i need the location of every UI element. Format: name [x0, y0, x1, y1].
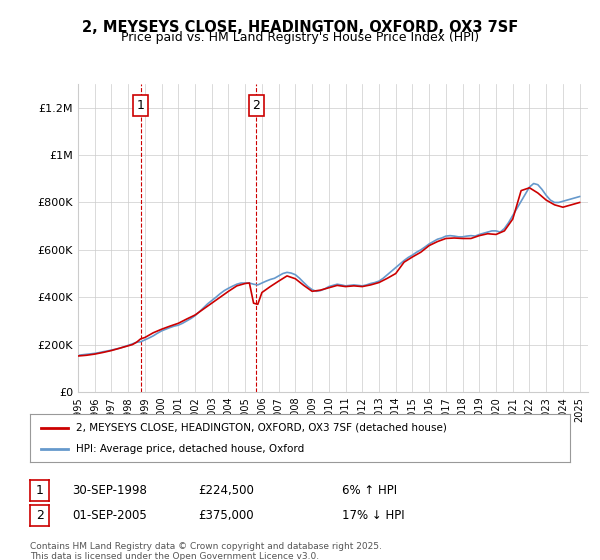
Text: 6% ↑ HPI: 6% ↑ HPI	[342, 484, 397, 497]
Text: 1: 1	[137, 99, 145, 112]
Text: 1: 1	[35, 484, 44, 497]
Text: £224,500: £224,500	[198, 484, 254, 497]
Text: 17% ↓ HPI: 17% ↓ HPI	[342, 509, 404, 522]
Text: Price paid vs. HM Land Registry's House Price Index (HPI): Price paid vs. HM Land Registry's House …	[121, 31, 479, 44]
Text: 2, MEYSEYS CLOSE, HEADINGTON, OXFORD, OX3 7SF (detached house): 2, MEYSEYS CLOSE, HEADINGTON, OXFORD, OX…	[76, 423, 447, 433]
Text: HPI: Average price, detached house, Oxford: HPI: Average price, detached house, Oxfo…	[76, 444, 304, 454]
Text: 2: 2	[253, 99, 260, 112]
Text: 2, MEYSEYS CLOSE, HEADINGTON, OXFORD, OX3 7SF: 2, MEYSEYS CLOSE, HEADINGTON, OXFORD, OX…	[82, 20, 518, 35]
Text: 30-SEP-1998: 30-SEP-1998	[72, 484, 147, 497]
Text: Contains HM Land Registry data © Crown copyright and database right 2025.
This d: Contains HM Land Registry data © Crown c…	[30, 542, 382, 560]
Text: £375,000: £375,000	[198, 509, 254, 522]
Text: 01-SEP-2005: 01-SEP-2005	[72, 509, 147, 522]
Text: 2: 2	[35, 509, 44, 522]
